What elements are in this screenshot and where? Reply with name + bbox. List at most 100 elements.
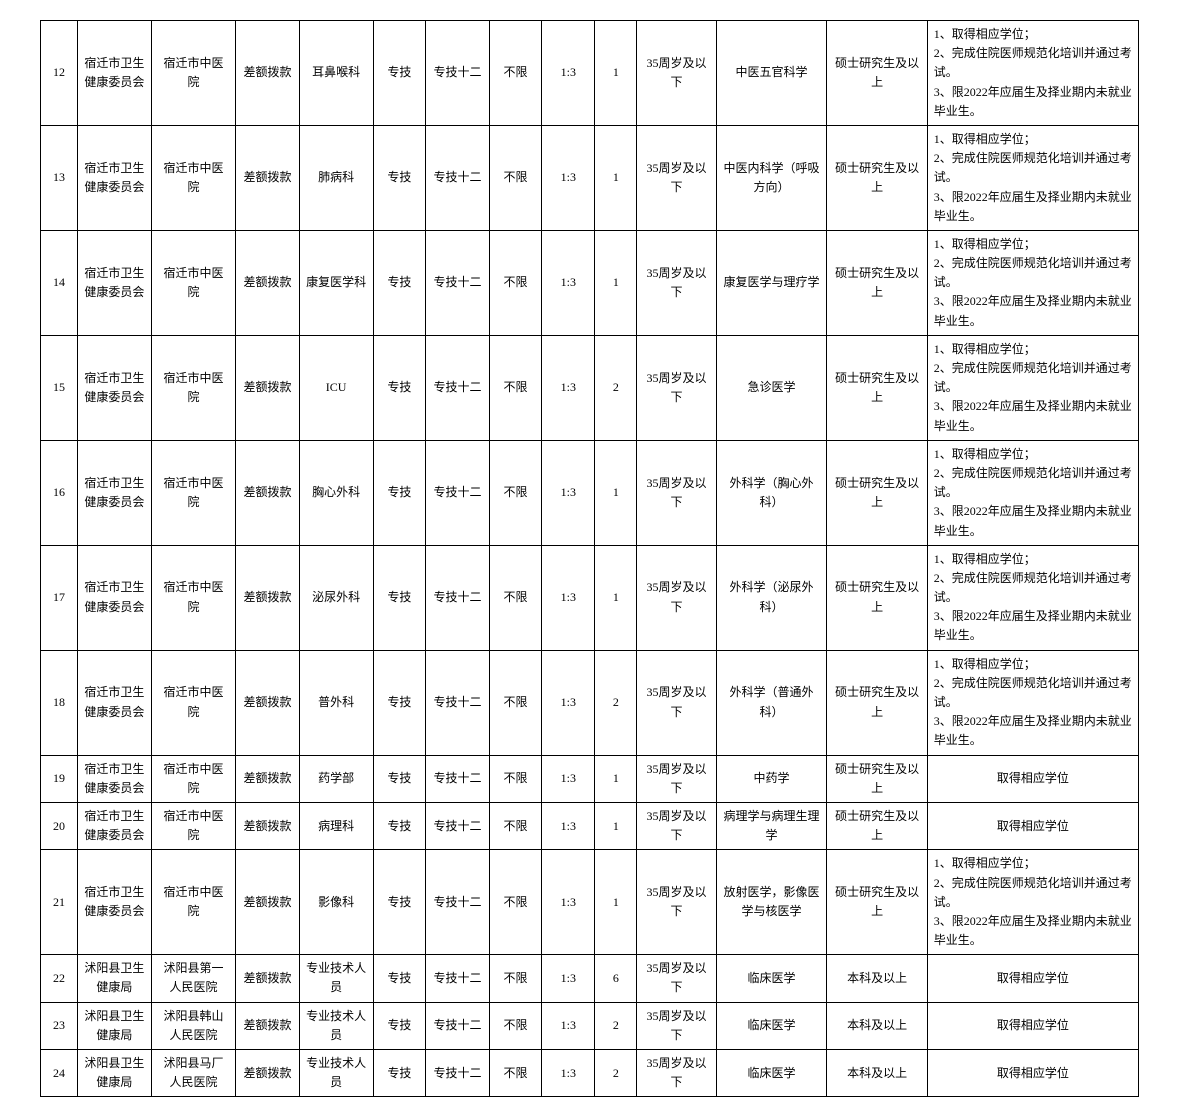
requirement-cell: 1、取得相应学位； 2、完成住院医师规范化培训并通过考试。 3、限2022年应届… [927,545,1138,650]
table-row: 24沭阳县卫生健康局沭阳县马厂人民医院差额拨款专业技术人员专技专技十二不限1:3… [41,1050,1139,1097]
other-cell: 不限 [489,230,542,335]
department-cell: 宿迁市卫生健康委员会 [77,755,151,802]
category-cell: 专技 [373,650,426,755]
age-cell: 35周岁及以下 [637,755,716,802]
level-cell: 专技十二 [426,1002,489,1049]
post-cell: 泌尿外科 [299,545,373,650]
unit-cell: 宿迁市中医院 [151,21,235,126]
age-cell: 35周岁及以下 [637,230,716,335]
education-cell: 硕士研究生及以上 [827,440,927,545]
ratio-cell: 1:3 [542,850,595,955]
ratio-cell: 1:3 [542,1002,595,1049]
major-cell: 临床医学 [716,955,827,1002]
education-cell: 硕士研究生及以上 [827,335,927,440]
major-cell: 病理学与病理生理学 [716,802,827,849]
education-cell: 硕士研究生及以上 [827,650,927,755]
education-cell: 硕士研究生及以上 [827,125,927,230]
department-cell: 宿迁市卫生健康委员会 [77,802,151,849]
level-cell: 专技十二 [426,1050,489,1097]
other-cell: 不限 [489,850,542,955]
unit-cell: 宿迁市中医院 [151,545,235,650]
education-cell: 硕士研究生及以上 [827,230,927,335]
number-cell: 1 [595,125,637,230]
table-row: 22沭阳县卫生健康局沭阳县第一人民医院差额拨款专业技术人员专技专技十二不限1:3… [41,955,1139,1002]
education-cell: 硕士研究生及以上 [827,850,927,955]
row-number: 21 [41,850,78,955]
other-cell: 不限 [489,802,542,849]
row-number: 16 [41,440,78,545]
recruitment-table: 12宿迁市卫生健康委员会宿迁市中医院差额拨款耳鼻喉科专技专技十二不限1:3135… [40,20,1139,1097]
row-number: 17 [41,545,78,650]
funding-cell: 差额拨款 [236,955,299,1002]
funding-cell: 差额拨款 [236,545,299,650]
post-cell: 肺病科 [299,125,373,230]
post-cell: 专业技术人员 [299,1050,373,1097]
requirement-cell: 取得相应学位 [927,955,1138,1002]
row-number: 18 [41,650,78,755]
post-cell: 药学部 [299,755,373,802]
department-cell: 宿迁市卫生健康委员会 [77,230,151,335]
department-cell: 沭阳县卫生健康局 [77,1050,151,1097]
post-cell: 专业技术人员 [299,955,373,1002]
category-cell: 专技 [373,440,426,545]
level-cell: 专技十二 [426,955,489,1002]
department-cell: 宿迁市卫生健康委员会 [77,21,151,126]
number-cell: 2 [595,650,637,755]
category-cell: 专技 [373,545,426,650]
post-cell: 耳鼻喉科 [299,21,373,126]
major-cell: 外科学（胸心外科） [716,440,827,545]
row-number: 12 [41,21,78,126]
table-row: 12宿迁市卫生健康委员会宿迁市中医院差额拨款耳鼻喉科专技专技十二不限1:3135… [41,21,1139,126]
row-number: 14 [41,230,78,335]
education-cell: 硕士研究生及以上 [827,802,927,849]
age-cell: 35周岁及以下 [637,650,716,755]
ratio-cell: 1:3 [542,802,595,849]
major-cell: 康复医学与理疗学 [716,230,827,335]
requirement-cell: 1、取得相应学位； 2、完成住院医师规范化培训并通过考试。 3、限2022年应届… [927,650,1138,755]
unit-cell: 宿迁市中医院 [151,230,235,335]
other-cell: 不限 [489,955,542,1002]
table-row: 16宿迁市卫生健康委员会宿迁市中医院差额拨款胸心外科专技专技十二不限1:3135… [41,440,1139,545]
department-cell: 宿迁市卫生健康委员会 [77,545,151,650]
row-number: 15 [41,335,78,440]
age-cell: 35周岁及以下 [637,125,716,230]
requirement-cell: 1、取得相应学位； 2、完成住院医师规范化培训并通过考试。 3、限2022年应届… [927,230,1138,335]
row-number: 20 [41,802,78,849]
other-cell: 不限 [489,755,542,802]
other-cell: 不限 [489,650,542,755]
level-cell: 专技十二 [426,335,489,440]
number-cell: 1 [595,440,637,545]
requirement-cell: 1、取得相应学位； 2、完成住院医师规范化培训并通过考试。 3、限2022年应届… [927,850,1138,955]
major-cell: 中医内科学（呼吸方向） [716,125,827,230]
table-row: 21宿迁市卫生健康委员会宿迁市中医院差额拨款影像科专技专技十二不限1:3135周… [41,850,1139,955]
unit-cell: 宿迁市中医院 [151,125,235,230]
education-cell: 本科及以上 [827,1002,927,1049]
department-cell: 沭阳县卫生健康局 [77,955,151,1002]
major-cell: 临床医学 [716,1050,827,1097]
age-cell: 35周岁及以下 [637,440,716,545]
number-cell: 2 [595,1002,637,1049]
number-cell: 2 [595,1050,637,1097]
department-cell: 宿迁市卫生健康委员会 [77,335,151,440]
number-cell: 1 [595,850,637,955]
level-cell: 专技十二 [426,545,489,650]
row-number: 22 [41,955,78,1002]
ratio-cell: 1:3 [542,955,595,1002]
table-row: 20宿迁市卫生健康委员会宿迁市中医院差额拨款病理科专技专技十二不限1:3135周… [41,802,1139,849]
major-cell: 急诊医学 [716,335,827,440]
level-cell: 专技十二 [426,230,489,335]
category-cell: 专技 [373,802,426,849]
funding-cell: 差额拨款 [236,802,299,849]
number-cell: 1 [595,802,637,849]
ratio-cell: 1:3 [542,1050,595,1097]
major-cell: 放射医学，影像医学与核医学 [716,850,827,955]
age-cell: 35周岁及以下 [637,1050,716,1097]
funding-cell: 差额拨款 [236,755,299,802]
unit-cell: 宿迁市中医院 [151,802,235,849]
ratio-cell: 1:3 [542,755,595,802]
level-cell: 专技十二 [426,850,489,955]
requirement-cell: 取得相应学位 [927,1050,1138,1097]
major-cell: 外科学（普通外科） [716,650,827,755]
ratio-cell: 1:3 [542,545,595,650]
ratio-cell: 1:3 [542,125,595,230]
